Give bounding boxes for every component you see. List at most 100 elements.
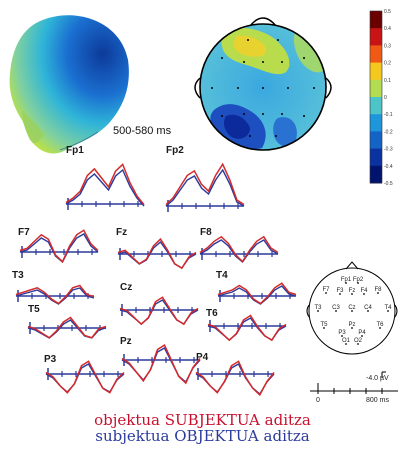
electrode-dot xyxy=(351,327,353,329)
head-map-label-o2: O2 xyxy=(354,338,363,344)
electrode-dot xyxy=(379,327,381,329)
head-map-label-fp1: Fp1 xyxy=(341,277,352,283)
legend-blue-condition: subjektua OBJEKTUA aditza xyxy=(95,427,310,445)
trace-red xyxy=(121,344,201,385)
head-map-label-t6: T6 xyxy=(376,322,384,328)
colorbar-tick: 0 xyxy=(384,95,387,101)
head-map-label-o1: O1 xyxy=(342,338,351,344)
trace-red xyxy=(165,162,245,206)
trace-red xyxy=(19,229,99,263)
trace-red xyxy=(217,282,297,305)
trace-red xyxy=(15,284,95,305)
time-window-label: 500-580 ms xyxy=(113,125,172,137)
head-map-label-p4: P4 xyxy=(358,330,366,336)
electrode-label-p3: P3 xyxy=(44,354,57,365)
electrode-dot xyxy=(341,335,343,337)
colorbar-tick: 0.4 xyxy=(384,26,391,32)
head-map-label-cz: Cz xyxy=(348,305,355,311)
trace-red xyxy=(199,235,279,263)
scale-bar: -4.0 µV 0 800 ms xyxy=(310,371,398,404)
electrode-dot xyxy=(345,343,347,345)
colorbar-segment xyxy=(370,79,382,98)
electrode-label-t4: T4 xyxy=(216,270,228,281)
trace-red xyxy=(117,237,197,270)
colorbar-tick: -0.4 xyxy=(384,164,393,170)
topographic-map xyxy=(194,17,332,151)
electrode-dot xyxy=(361,335,363,337)
electrode-dot xyxy=(367,310,369,312)
colorbar-segment xyxy=(370,165,382,184)
electrode-label-p4: P4 xyxy=(196,352,209,363)
colorbar-segment xyxy=(370,148,382,167)
electrode-label-f7: F7 xyxy=(18,227,30,238)
electrode-label-t6: T6 xyxy=(206,308,218,319)
electrode-dot xyxy=(351,310,353,312)
colorbar-tick: -0.3 xyxy=(384,147,393,153)
colorbar-tick: -0.1 xyxy=(384,112,393,118)
electrode-label-cz: Cz xyxy=(120,282,132,293)
colorbar-tick: 0.3 xyxy=(384,43,391,49)
trace-red xyxy=(119,296,199,326)
electrode-label-fp1: Fp1 xyxy=(66,145,84,156)
amplitude-label: -4.0 µV xyxy=(366,375,389,382)
electrode-dot xyxy=(387,310,389,312)
colorbar-segment xyxy=(370,62,382,81)
head-map-label-f4: F4 xyxy=(360,288,368,294)
erp-panels: Fp1 Fp2 F7 Fz F8 T3 Cz T4 T5 T6 P3 Pz P4 xyxy=(12,145,297,397)
electrode-label-t5: T5 xyxy=(28,304,40,315)
head-map-label-t3: T3 xyxy=(314,305,322,311)
colorbar-tick: 0.5 xyxy=(384,9,391,15)
head-map-label-f7: F7 xyxy=(322,287,330,293)
electrode-dot xyxy=(357,282,359,284)
electrode-dot xyxy=(377,292,379,294)
head-map-label-fp2: Fp2 xyxy=(353,277,364,283)
head-map-label-fz: Fz xyxy=(349,288,356,294)
electrode-label-fz: Fz xyxy=(116,227,127,238)
electrode-dot xyxy=(325,292,327,294)
trace-red xyxy=(195,360,275,397)
head-map-label-t4: T4 xyxy=(384,305,392,311)
colorbar-segment xyxy=(370,11,382,29)
colorbar-segment xyxy=(370,114,382,132)
electrode-dot xyxy=(357,343,359,345)
electrode-label-f8: F8 xyxy=(200,227,212,238)
electrode-dot xyxy=(317,310,319,312)
electrode-dot xyxy=(351,293,353,295)
trace-red xyxy=(65,163,145,206)
trace-blue xyxy=(65,168,145,207)
colorbar-segment xyxy=(370,45,382,64)
colorbar-tick: -0.5 xyxy=(384,181,393,187)
colorbar-tick: 0.1 xyxy=(384,78,391,84)
head-map-label-t5: T5 xyxy=(320,322,328,328)
electrode-dot xyxy=(363,293,365,295)
electrode-dot xyxy=(323,327,325,329)
colorbar-segment xyxy=(370,28,382,46)
legend-red-condition: objektua SUBJEKTUA aditza xyxy=(94,411,311,429)
head-map-label-f3: F3 xyxy=(336,288,344,294)
colorbar-segment xyxy=(370,131,382,150)
colorbar-segment xyxy=(370,97,382,115)
colorbar: 0.5 0.4 0.3 0.2 0.1 0 -0.1 -0.2 -0.3 -0.4 -0.5 xyxy=(369,9,393,187)
electrode-dot xyxy=(335,310,337,312)
trace-red xyxy=(207,314,287,342)
electrode-label-fp2: Fp2 xyxy=(166,145,184,156)
head-map-label-c3: C3 xyxy=(332,305,340,311)
electrode-label-t3: T3 xyxy=(12,270,24,281)
electrode-dot xyxy=(339,293,341,295)
colorbar-tick: 0.2 xyxy=(384,61,391,67)
head-map-label-p3: P3 xyxy=(338,330,346,336)
electrode-label-pz: Pz xyxy=(120,336,132,347)
electrode-dot xyxy=(345,282,347,284)
head-3d-map xyxy=(9,15,129,154)
head-map-label-pz: Pz xyxy=(348,322,355,328)
time-start-label: 0 xyxy=(316,397,320,404)
colorbar-tick: -0.2 xyxy=(384,129,393,135)
trace-red xyxy=(45,360,125,394)
trace-blue xyxy=(165,168,245,207)
head-map-label-f8: F8 xyxy=(374,287,382,293)
time-end-label: 800 ms xyxy=(366,397,389,404)
head-map-label-c4: C4 xyxy=(364,305,372,311)
trace-red xyxy=(27,316,107,339)
